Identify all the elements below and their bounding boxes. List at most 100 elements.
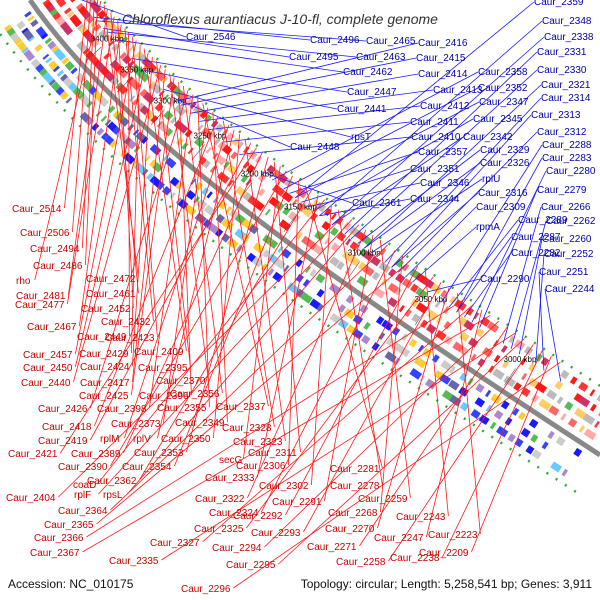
gene-label-reverse[interactable]: Caur_2335 — [109, 556, 159, 567]
gene-label-reverse[interactable]: Caur_2328 — [222, 423, 272, 434]
gene-label-reverse[interactable]: Caur_2425 — [79, 391, 129, 402]
gene-label-reverse[interactable]: Caur_2486 — [33, 261, 83, 272]
gene-label-forward[interactable]: Caur_2546 — [186, 32, 236, 43]
gene-label-forward[interactable]: Caur_2411 — [410, 117, 459, 128]
gene-label-reverse[interactable]: Caur_2367 — [30, 548, 80, 559]
gene-label-forward[interactable]: Caur_2447 — [347, 87, 397, 98]
gene-label-forward[interactable]: Caur_2338 — [544, 32, 594, 43]
gene-label-reverse[interactable]: Caur_2366 — [34, 533, 84, 544]
gene-label-forward[interactable]: Caur_2465 — [366, 36, 416, 47]
gene-label-reverse[interactable]: Caur_2494 — [30, 244, 80, 255]
gene-label-reverse[interactable]: Caur_2409 — [134, 347, 184, 358]
gene-label-forward[interactable]: Caur_2462 — [343, 67, 393, 78]
gene-label-reverse[interactable]: Caur_2350 — [161, 434, 211, 445]
gene-label-forward[interactable]: Caur_2329 — [480, 145, 530, 156]
gene-label-reverse[interactable]: Caur_2452 — [81, 304, 131, 315]
gene-label-reverse[interactable]: Caur_2270 — [325, 524, 375, 535]
gene-label-reverse[interactable]: Caur_2429 — [79, 349, 129, 360]
gene-label-forward[interactable]: Caur_2312 — [537, 127, 587, 138]
gene-label-reverse[interactable]: Caur_2292 — [233, 511, 283, 522]
gene-label-reverse[interactable]: Caur_2337 — [216, 402, 266, 413]
gene-label-forward[interactable]: Caur_2316 — [478, 188, 528, 199]
gene-label-reverse[interactable]: rpsL — [103, 490, 123, 501]
gene-label-forward[interactable]: Caur_2289 — [518, 215, 568, 226]
gene-label-reverse[interactable]: Caur_2291 — [272, 497, 322, 508]
gene-label-reverse[interactable]: Caur_2417 — [80, 378, 130, 389]
gene-label-reverse[interactable]: Caur_2349 — [175, 418, 225, 429]
gene-label-forward[interactable]: Caur_2262 — [546, 216, 596, 227]
gene-label-reverse[interactable]: Caur_2356 — [170, 389, 220, 400]
gene-label-forward[interactable]: Caur_2345 — [473, 114, 523, 125]
gene-label-reverse[interactable]: Caur_2364 — [58, 506, 108, 517]
gene-label-forward[interactable]: Caur_2496 — [310, 35, 360, 46]
gene-label-forward[interactable]: Caur_2359 — [534, 0, 584, 8]
gene-label-reverse[interactable]: Caur_2449 — [77, 332, 127, 343]
gene-label-reverse[interactable]: Caur_2223 — [428, 530, 478, 541]
gene-label-reverse[interactable]: Caur_2373 — [111, 419, 161, 430]
gene-label-reverse[interactable]: Caur_2354 — [122, 462, 172, 473]
gene-label-forward[interactable]: rplU — [482, 174, 500, 185]
gene-label-reverse[interactable]: Caur_2477 — [15, 300, 65, 311]
gene-label-forward[interactable]: Caur_2351 — [410, 164, 460, 175]
gene-label-forward[interactable]: Caur_2344 — [410, 194, 460, 205]
gene-label-forward[interactable]: Caur_2314 — [541, 93, 591, 104]
gene-label-reverse[interactable]: Caur_2259 — [358, 494, 408, 505]
gene-label-forward[interactable]: Caur_2416 — [418, 38, 468, 49]
gene-label-reverse[interactable]: Caur_2365 — [44, 520, 94, 531]
gene-label-reverse[interactable]: Caur_2294 — [212, 543, 262, 554]
gene-label-reverse[interactable]: Caur_2450 — [23, 363, 73, 374]
gene-label-forward[interactable]: Caur_2357 — [418, 147, 468, 158]
gene-label-reverse[interactable]: Caur_2355 — [157, 403, 207, 414]
gene-label-reverse[interactable]: Caur_2296 — [181, 584, 231, 595]
gene-label-reverse[interactable]: Caur_2306 — [236, 461, 286, 472]
gene-label-forward[interactable]: Caur_2348 — [542, 16, 592, 27]
gene-label-reverse[interactable]: Caur_2353 — [134, 448, 184, 459]
gene-label-reverse[interactable]: rplM — [100, 434, 119, 445]
gene-label-forward[interactable]: Caur_2282 — [511, 248, 561, 259]
gene-label-forward[interactable]: Caur_2244 — [545, 284, 595, 295]
gene-label-reverse[interactable]: Caur_2418 — [42, 422, 92, 433]
gene-label-forward[interactable]: Caur_2321 — [541, 80, 591, 91]
gene-label-reverse[interactable]: Caur_2323 — [233, 437, 283, 448]
gene-label-forward[interactable]: Caur_2287 — [511, 232, 561, 243]
gene-label-forward[interactable]: Caur_2290 — [480, 274, 530, 285]
gene-label-forward[interactable]: Caur_2414 — [418, 69, 468, 80]
gene-label-reverse[interactable]: Caur_2302 — [259, 481, 309, 492]
gene-label-reverse[interactable]: rho — [16, 276, 31, 287]
gene-label-reverse[interactable]: rplF — [74, 490, 91, 501]
gene-label-reverse[interactable]: Caur_2281 — [330, 464, 380, 475]
gene-label-reverse[interactable]: Caur_2432 — [101, 317, 151, 328]
gene-label-reverse[interactable]: Caur_2293 — [251, 528, 301, 539]
gene-label-reverse[interactable]: Caur_2389 — [71, 449, 121, 460]
gene-label-reverse[interactable]: coaD — [73, 480, 96, 491]
gene-label-reverse[interactable]: Caur_2333 — [205, 473, 255, 484]
gene-label-forward[interactable]: Caur_2413 — [433, 85, 483, 96]
gene-label-forward[interactable]: Caur_2283 — [542, 153, 592, 164]
gene-label-reverse[interactable]: Caur_2271 — [307, 542, 357, 553]
gene-label-forward[interactable]: Caur_2342 — [463, 132, 513, 143]
gene-label-reverse[interactable]: Caur_2421 — [8, 449, 58, 460]
gene-label-forward[interactable]: Caur_2415 — [416, 53, 466, 64]
gene-label-forward[interactable]: rpmA — [476, 222, 500, 233]
gene-label-forward[interactable]: Caur_2309 — [476, 202, 526, 213]
gene-label-forward[interactable]: Caur_2358 — [478, 67, 528, 78]
gene-label-reverse[interactable]: Caur_2311 — [248, 448, 297, 459]
gene-label-reverse[interactable]: Caur_2440 — [21, 378, 71, 389]
gene-label-forward[interactable]: Caur_2280 — [546, 166, 596, 177]
gene-label-forward[interactable]: Caur_2266 — [541, 202, 591, 213]
gene-label-forward[interactable]: Caur_2251 — [539, 267, 589, 278]
gene-label-forward[interactable]: Caur_2410 — [411, 132, 461, 143]
gene-label-forward[interactable]: rpsT — [351, 132, 371, 143]
gene-label-reverse[interactable]: Caur_2370 — [156, 376, 206, 387]
gene-label-reverse[interactable]: Caur_2395 — [138, 363, 188, 374]
gene-label-forward[interactable]: Caur_2361 — [352, 198, 402, 209]
gene-label-reverse[interactable]: Caur_2362 — [87, 476, 137, 487]
gene-label-forward[interactable]: Caur_2326 — [480, 158, 530, 169]
gene-label-forward[interactable]: Caur_2441 — [337, 104, 387, 115]
gene-label-reverse[interactable]: Caur_2327 — [150, 538, 200, 549]
gene-label-forward[interactable]: Caur_2412 — [420, 101, 470, 112]
gene-label-reverse[interactable]: Caur_2268 — [328, 508, 378, 519]
gene-label-reverse[interactable]: Caur_2457 — [23, 350, 73, 361]
gene-label-reverse[interactable]: Caur_2396 — [139, 391, 189, 402]
gene-label-forward[interactable]: Caur_2331 — [537, 47, 587, 58]
